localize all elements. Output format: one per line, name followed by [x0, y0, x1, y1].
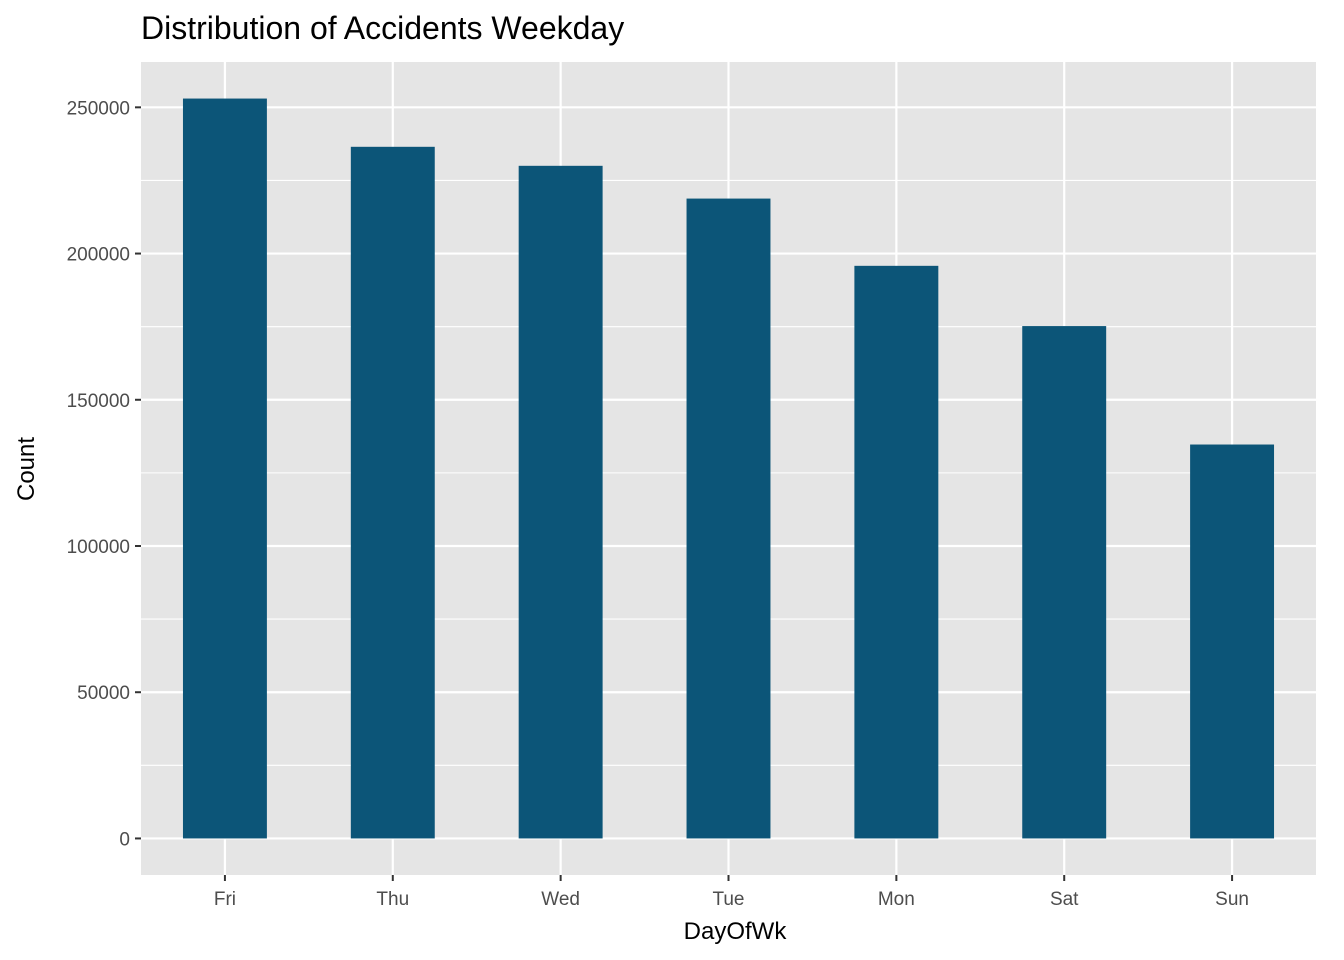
bar-wed — [518, 165, 603, 839]
x-tick-label: Wed — [541, 889, 580, 910]
y-axis-title: Count — [13, 437, 40, 501]
bar-tue — [686, 198, 771, 839]
x-tick-label: Sat — [1050, 889, 1079, 910]
bar-thu — [350, 146, 435, 839]
x-tick-label: Mon — [878, 889, 915, 910]
bar-sun — [1190, 444, 1275, 839]
y-tick-label: 50000 — [77, 683, 130, 704]
y-tick-label: 200000 — [67, 245, 130, 266]
chart-title: Distribution of Accidents Weekday — [141, 10, 624, 46]
y-tick-label: 250000 — [67, 98, 130, 119]
bars — [182, 98, 1275, 839]
bar-mon — [854, 265, 939, 839]
bar-sat — [1022, 326, 1107, 839]
y-axis: 0 50000 100000 150000 200000 250000 — [67, 98, 141, 850]
y-tick-label: 150000 — [67, 391, 130, 412]
x-tick-label: Thu — [376, 889, 409, 910]
x-axis-title: DayOfWk — [684, 918, 788, 945]
y-tick-label: 0 — [119, 829, 130, 850]
y-tick-label: 100000 — [67, 537, 130, 558]
x-tick-label: Fri — [214, 889, 236, 910]
x-axis: Fri Thu Wed Tue Mon Sat Sun — [214, 875, 1249, 910]
x-tick-label: Sun — [1215, 889, 1249, 910]
bar-fri — [182, 98, 267, 839]
x-tick-label: Tue — [712, 889, 744, 910]
